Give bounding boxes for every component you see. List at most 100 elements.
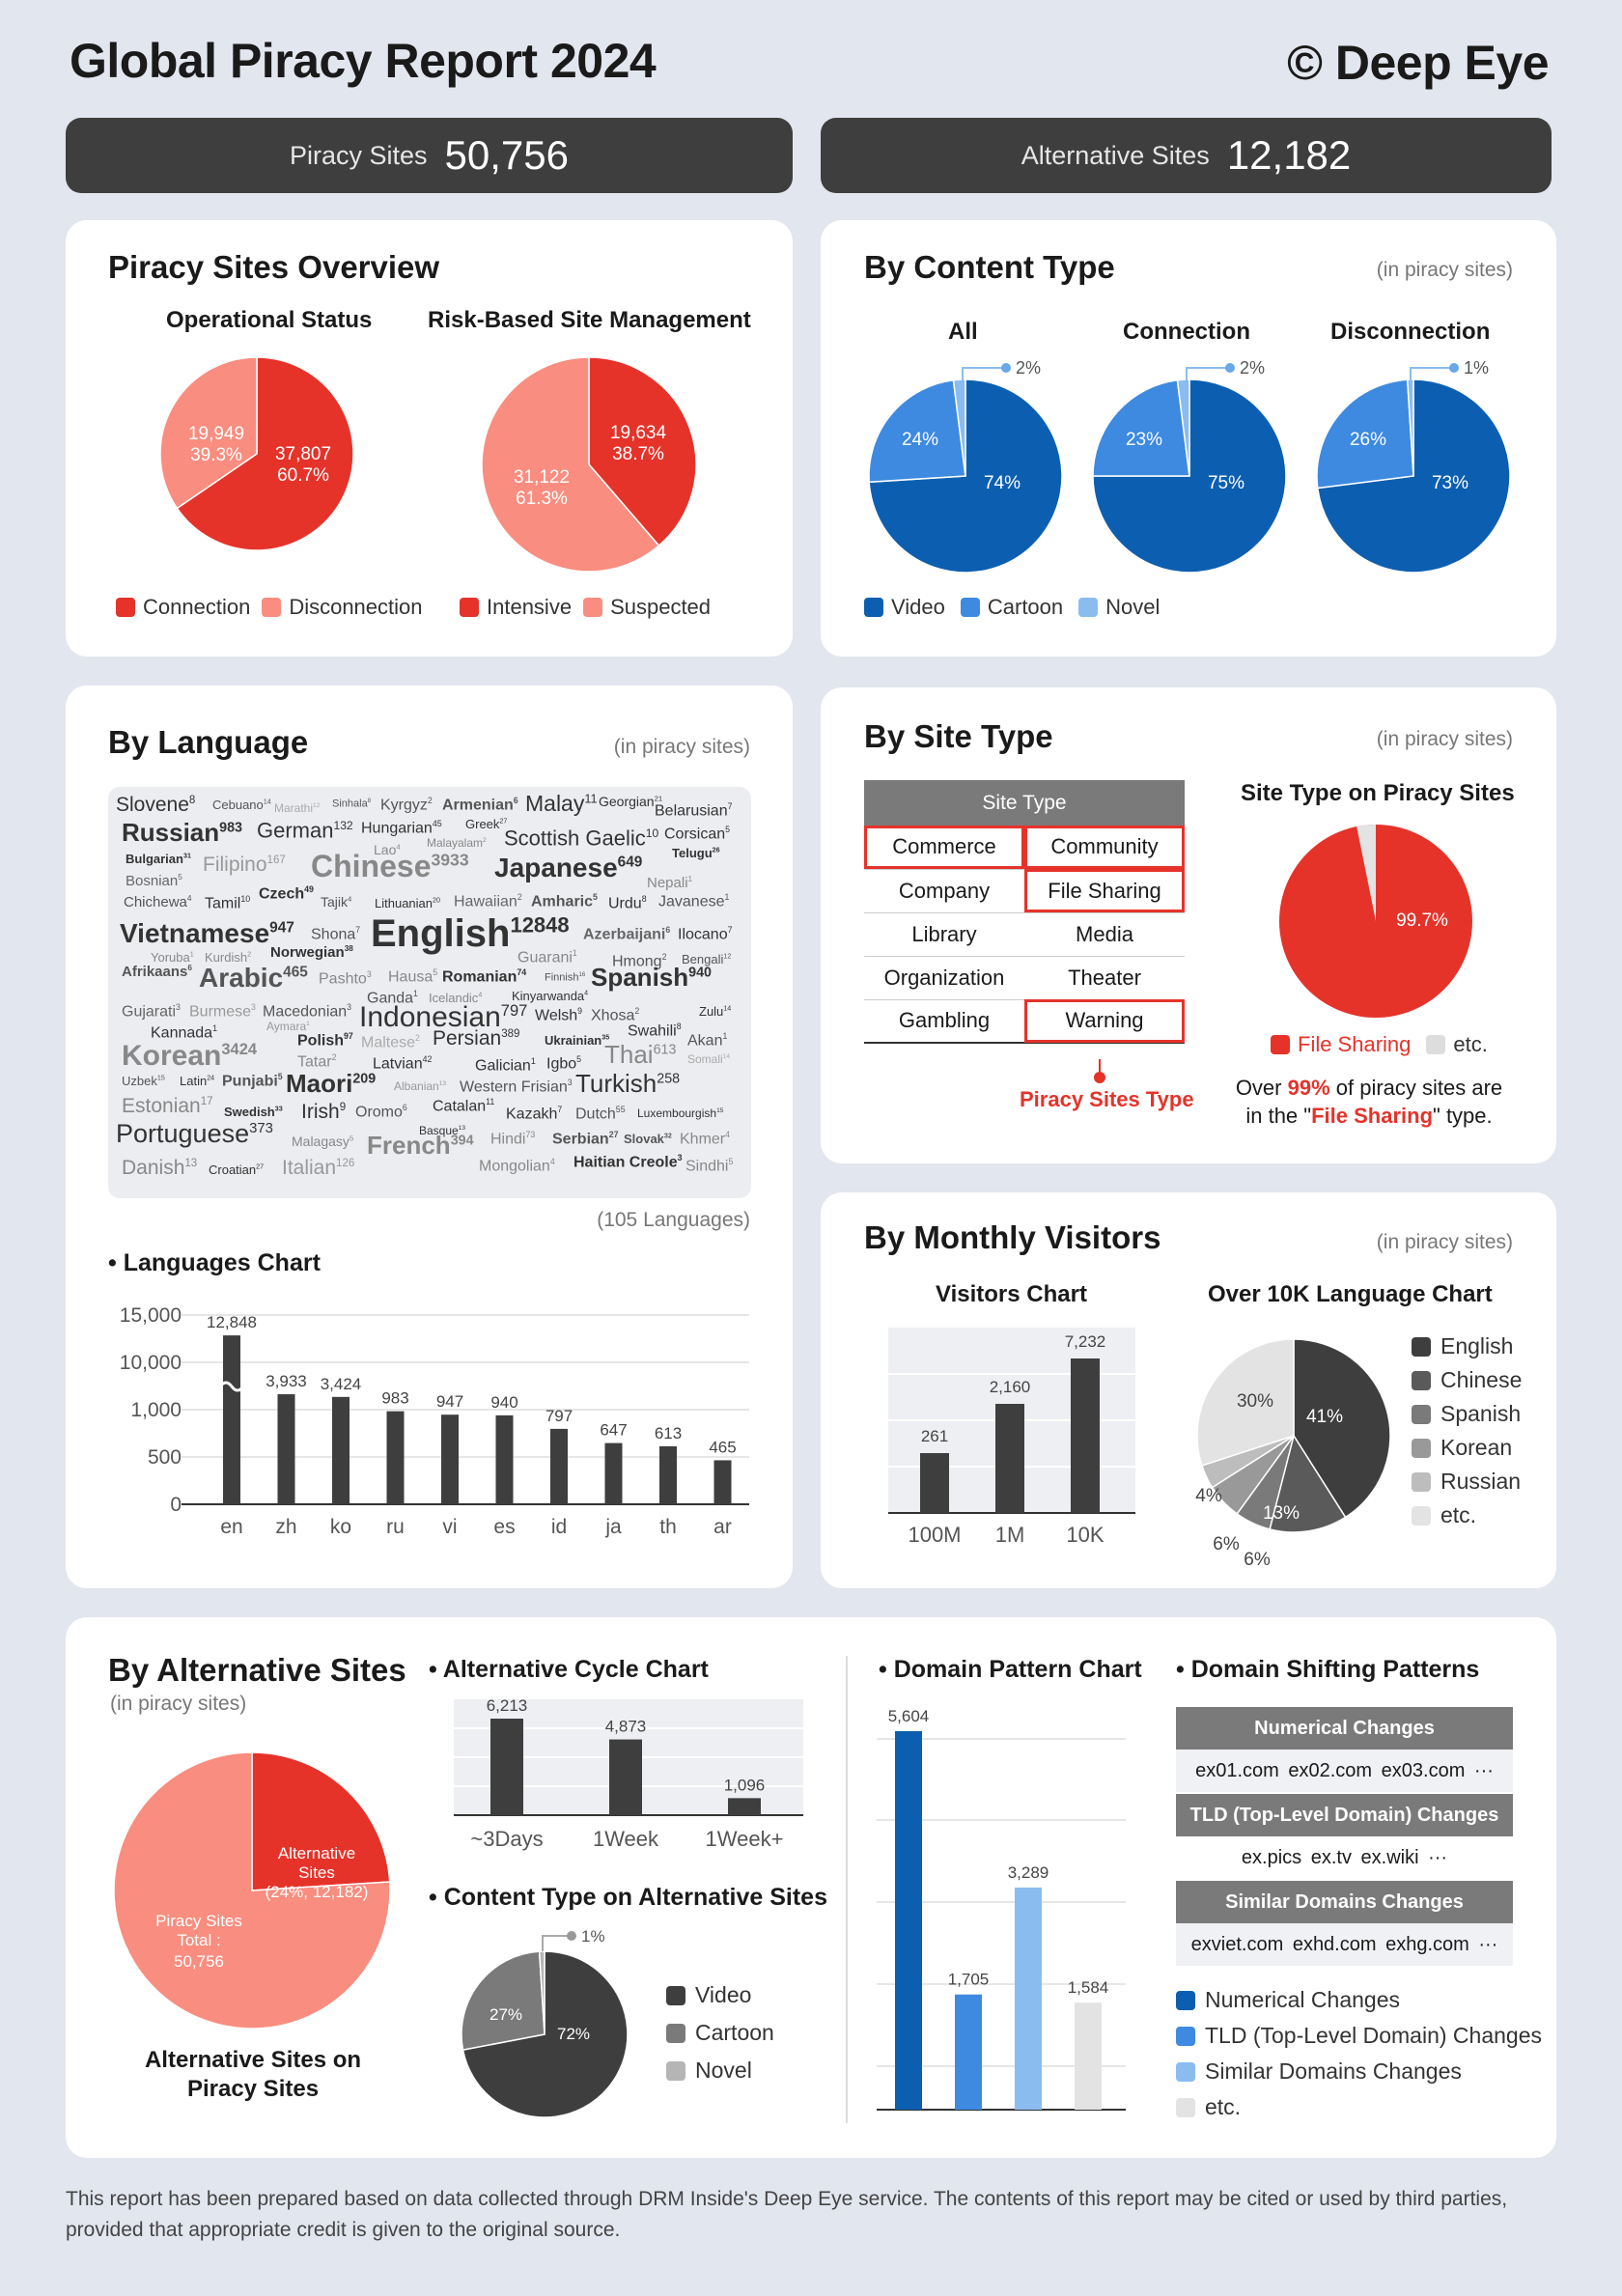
cloud-word: Irish9: [301, 1101, 347, 1123]
cloud-word: Tatar2: [297, 1052, 337, 1071]
cloud-word: Welsh9: [535, 1006, 583, 1024]
card-title: By Alternative Sites: [108, 1652, 406, 1688]
bar: [332, 1396, 350, 1504]
cloud-word: Korean3424: [122, 1040, 258, 1072]
cartoon-slice: [461, 1950, 545, 2051]
bar: [386, 1411, 405, 1504]
divider: [846, 1656, 848, 2123]
cloud-word: Slovene8: [116, 794, 196, 816]
cloud-word: Finnish16: [545, 971, 586, 984]
shift-row: exviet.com exhd.com exhg.com ···: [1176, 1923, 1513, 1966]
cloud-word: Bulgarian31: [126, 852, 191, 866]
shift-row: ex01.com ex02.com ex03.com ···: [1176, 1750, 1513, 1792]
cloud-word: Thai613: [604, 1040, 677, 1069]
chart-subtitle: All: [948, 319, 978, 345]
bar: [995, 1404, 1024, 1513]
cloud-word: Swahili8: [628, 1022, 682, 1040]
cartoon-slice: [1092, 378, 1190, 477]
cloud-word: Bengali12: [682, 952, 732, 966]
slice-percent: 99.7%: [1396, 910, 1448, 931]
bar: [495, 1414, 514, 1504]
table-cell: Gambling: [864, 999, 1024, 1044]
cloud-word: Bosnian5: [126, 873, 182, 889]
cloud-word: Tamil10: [205, 894, 251, 912]
cloud-word: Corsican5: [664, 825, 731, 843]
legend-label: Cartoon: [987, 595, 1064, 619]
slice-label: Total :: [177, 1931, 220, 1949]
cloud-word: Estonian17: [122, 1095, 213, 1117]
cloud-word: Gujarati3: [122, 1002, 181, 1021]
cloud-word: Albanian13: [394, 1079, 447, 1093]
language-word-cloud: Slovene8 Cebuano14 Marathi12 Sinhala8 Kyrgyz…: [108, 787, 751, 1198]
cloud-word: Macedonian3: [263, 1002, 352, 1021]
cloud-word: Luxembourgish15: [637, 1106, 724, 1120]
cloud-word: Hmong2: [612, 952, 667, 970]
data-label: 3,424: [321, 1375, 362, 1393]
table-cell: Media: [1024, 912, 1185, 957]
legend-label: Connection: [143, 595, 251, 619]
table-row: Company File Sharing: [864, 869, 1185, 913]
cloud-word: French394: [367, 1131, 474, 1160]
card-note: (in piracy sites): [1376, 259, 1513, 281]
piracy-slice: [113, 1751, 391, 2030]
slice-percent: 4%: [1195, 1486, 1222, 1506]
cloud-word: Western Frisian3: [460, 1078, 573, 1096]
y-tick-label: 1,000: [130, 1399, 182, 1421]
card-note: (in piracy sites): [1376, 1231, 1513, 1253]
chart-title: • Domain Pattern Chart: [879, 1656, 1142, 1683]
etc-slice: [1356, 825, 1376, 921]
callout-line: [1410, 367, 1452, 383]
legend-item: TLD (Top-Level Domain) Changes: [1176, 2018, 1542, 2054]
slice-percent: 61.3%: [516, 489, 568, 509]
chart-subtitle: Visitors Chart: [936, 1281, 1087, 1307]
card-title: By Monthly Visitors: [864, 1219, 1161, 1255]
data-label: 6,213: [487, 1696, 528, 1715]
data-label: 797: [545, 1407, 573, 1425]
cloud-word: Sindhi5: [685, 1157, 734, 1175]
chart-title: • Content Type on Alternative Sites: [429, 1884, 827, 1911]
shift-header: TLD (Top-Level Domain) Changes: [1176, 1794, 1513, 1836]
cloud-word: Ukrainian35: [545, 1033, 610, 1048]
bar: [1075, 2002, 1102, 2110]
stat-value: 12,182: [1226, 132, 1352, 178]
slice-percent: 74%: [984, 473, 1021, 493]
slice-percent: 39.3%: [190, 445, 242, 465]
cloud-word: Turkish258: [575, 1069, 681, 1098]
cloud-word: Polish97: [297, 1031, 353, 1050]
cloud-word: Latin24: [180, 1074, 215, 1088]
data-label: 1,096: [724, 1776, 766, 1794]
slice-percent: 6%: [1244, 1550, 1271, 1570]
y-tick-label: 15,000: [120, 1304, 182, 1327]
cloud-word: Nepali1: [647, 875, 693, 891]
bar: [441, 1414, 459, 1504]
slice-label: Sites: [298, 1863, 335, 1882]
cloud-word: Lithuanian20: [375, 896, 440, 910]
disconnection-slice: [159, 356, 258, 510]
x-tick-label: id: [551, 1516, 567, 1538]
axis-break: [218, 1381, 245, 1392]
language-count: (105 Languages): [597, 1209, 750, 1231]
data-label: 3,289: [1008, 1863, 1049, 1882]
bar: [604, 1442, 623, 1504]
x-tick-label: ja: [604, 1516, 622, 1538]
cloud-word: Serbian27: [552, 1130, 619, 1148]
cloud-word: Filipino167: [203, 854, 286, 876]
callout-dot: [1449, 363, 1459, 373]
table-cell: Theater: [1024, 956, 1185, 1000]
slice-percent: 72%: [557, 2025, 590, 2043]
slice-label: 50,756: [174, 1952, 224, 1971]
cloud-word: Russian983: [122, 818, 243, 847]
card-title: By Site Type: [864, 718, 1053, 754]
domain-pattern-chart: 5,604 1,705 3,289 1,584: [877, 1707, 1126, 2111]
content-all-pie: 74% 24% 2%: [868, 358, 1063, 574]
chart-subtitle: Operational Status: [166, 307, 373, 333]
cloud-word: Basque13: [419, 1124, 466, 1137]
site-type-pie: 99.7%: [1279, 825, 1472, 1018]
cloud-word: Haitian Creole3: [573, 1153, 683, 1171]
cloud-word: Sinhala8: [332, 798, 372, 810]
domain-shifting-panel: Numerical Changes ex01.com ex02.com ex03…: [1176, 1707, 1513, 1966]
cloud-word: Romanian74: [442, 967, 527, 986]
bar: [920, 1453, 949, 1513]
stat-label: Alternative Sites: [1021, 140, 1210, 170]
